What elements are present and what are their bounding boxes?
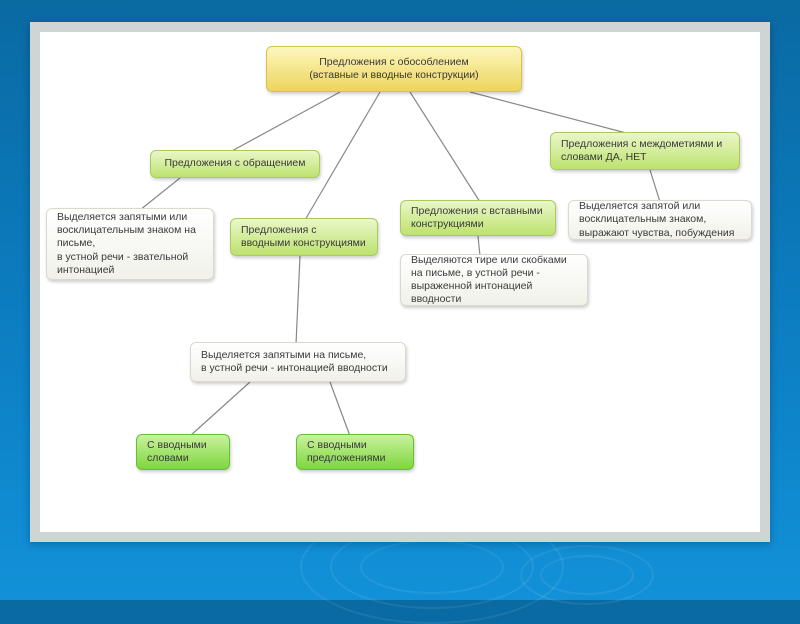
node-mezh: Предложения с междометиями и словами ДА,… [550,132,740,170]
node-predl: С вводными предложениями [296,434,414,470]
node-obr: Предложения с обращением [150,150,320,178]
diagram-frame: Предложения с обособлением(вставные и вв… [30,22,770,542]
edge [470,92,630,134]
node-vvod: Предложения с вводными конструкциями [230,218,378,256]
edge [190,382,250,436]
node-obr_d: Выделяется запятыми или восклицательным … [46,208,214,280]
node-root: Предложения с обособлением(вставные и вв… [266,46,522,92]
node-vvod_d: Выделяется запятыми на письме,в устной р… [190,342,406,382]
edge [230,92,340,152]
edge [410,92,480,202]
edge [140,178,180,210]
node-slova: С вводными словами [136,434,230,470]
node-vst: Предложения с вставными конструкциями [400,200,556,236]
edge [650,170,660,202]
edge [330,382,350,436]
node-vst_d: Выделяются тире или скобками на письме, … [400,254,588,306]
node-mezh_d: Выделяется запятой или восклицательным з… [568,200,752,240]
edge [296,256,300,344]
diagram-canvas: Предложения с обособлением(вставные и вв… [40,32,760,532]
